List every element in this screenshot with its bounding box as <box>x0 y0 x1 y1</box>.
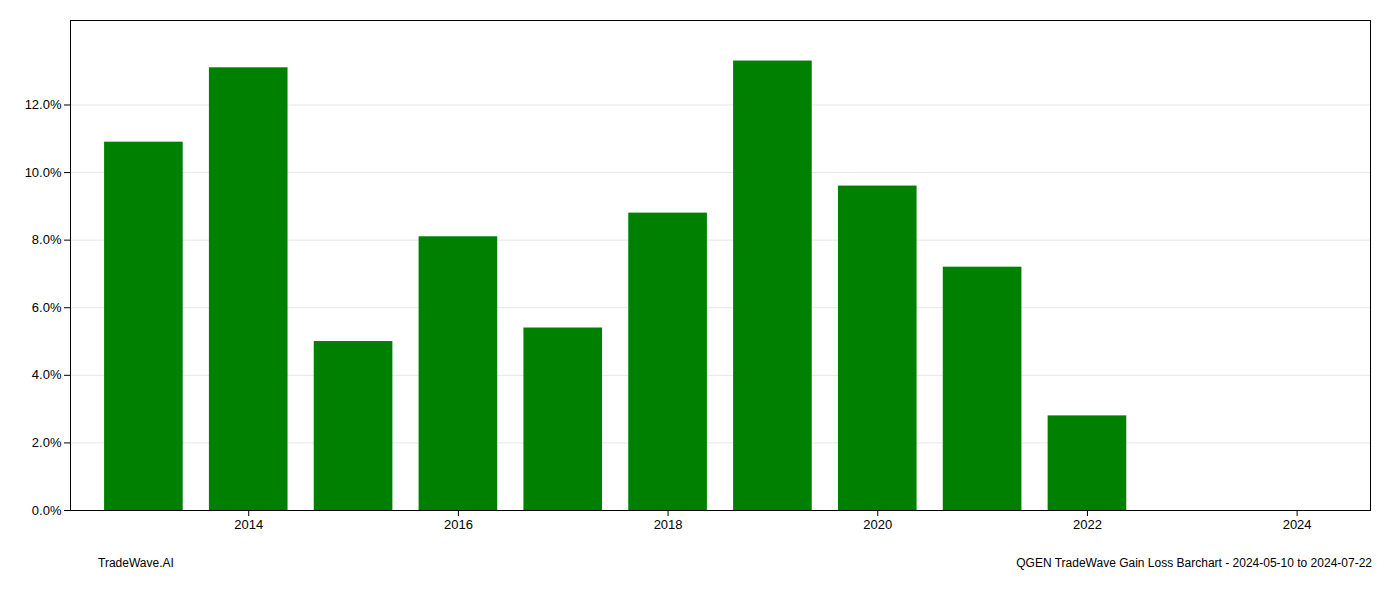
svg-text:10.0%: 10.0% <box>25 165 62 180</box>
html-text:QGEN TradeWave Gain Loss Barch: QGEN TradeWave Gain Loss Barchart - 2024… <box>1016 556 1372 570</box>
svg-text:2020: 2020 <box>863 517 892 532</box>
svg-text:2014: 2014 <box>234 517 263 532</box>
svg-text:2022: 2022 <box>1073 517 1102 532</box>
svg-text:8.0%: 8.0% <box>32 232 62 247</box>
svg-text:2016: 2016 <box>444 517 473 532</box>
svg-text:2024: 2024 <box>1283 517 1312 532</box>
svg-text:0.0%: 0.0% <box>32 503 62 518</box>
svg-text:2018: 2018 <box>654 517 683 532</box>
svg-text:6.0%: 6.0% <box>32 300 62 315</box>
svg-text:4.0%: 4.0% <box>32 367 62 382</box>
svg-text:2.0%: 2.0% <box>32 435 62 450</box>
svg-text:12.0%: 12.0% <box>25 97 62 112</box>
html-text:TradeWave.AI: TradeWave.AI <box>98 556 174 570</box>
